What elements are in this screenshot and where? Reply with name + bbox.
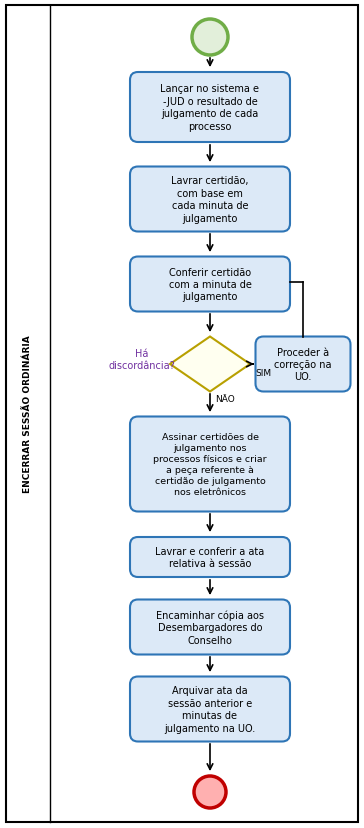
FancyBboxPatch shape <box>130 676 290 742</box>
FancyBboxPatch shape <box>130 258 290 312</box>
Text: Há
discordância?: Há discordância? <box>108 349 175 371</box>
FancyBboxPatch shape <box>256 337 351 392</box>
FancyBboxPatch shape <box>130 599 290 655</box>
Text: Conferir certidão
com a minuta de
julgamento: Conferir certidão com a minuta de julgam… <box>169 267 252 302</box>
FancyBboxPatch shape <box>130 73 290 142</box>
Text: NÃO: NÃO <box>215 395 235 404</box>
Text: Encaminhar cópia aos
Desembargadores do
Conselho: Encaminhar cópia aos Desembargadores do … <box>156 609 264 645</box>
Text: SIM: SIM <box>255 368 271 377</box>
FancyBboxPatch shape <box>130 537 290 577</box>
Text: Lançar no sistema e
-JUD o resultado de
julgamento de cada
processo: Lançar no sistema e -JUD o resultado de … <box>161 84 260 132</box>
FancyBboxPatch shape <box>130 167 290 232</box>
Text: ENCERRAR SESSÃO ORDINÁRIA: ENCERRAR SESSÃO ORDINÁRIA <box>24 335 32 493</box>
FancyBboxPatch shape <box>130 417 290 512</box>
Text: Proceder à
correção na
UO.: Proceder à correção na UO. <box>274 347 332 382</box>
Text: Assinar certidões de
julgamento nos
processos físicos e criar
a peça referente à: Assinar certidões de julgamento nos proc… <box>153 432 267 497</box>
Text: Lavrar e conferir a ata
relativa à sessão: Lavrar e conferir a ata relativa à sessã… <box>155 546 265 569</box>
Polygon shape <box>170 337 250 392</box>
Text: Lavrar certidão,
com base em
cada minuta de
julgamento: Lavrar certidão, com base em cada minuta… <box>171 176 249 224</box>
Circle shape <box>192 20 228 56</box>
Text: Arquivar ata da
sessão anterior e
minutas de
julgamento na UO.: Arquivar ata da sessão anterior e minuta… <box>165 686 256 733</box>
Circle shape <box>194 776 226 808</box>
